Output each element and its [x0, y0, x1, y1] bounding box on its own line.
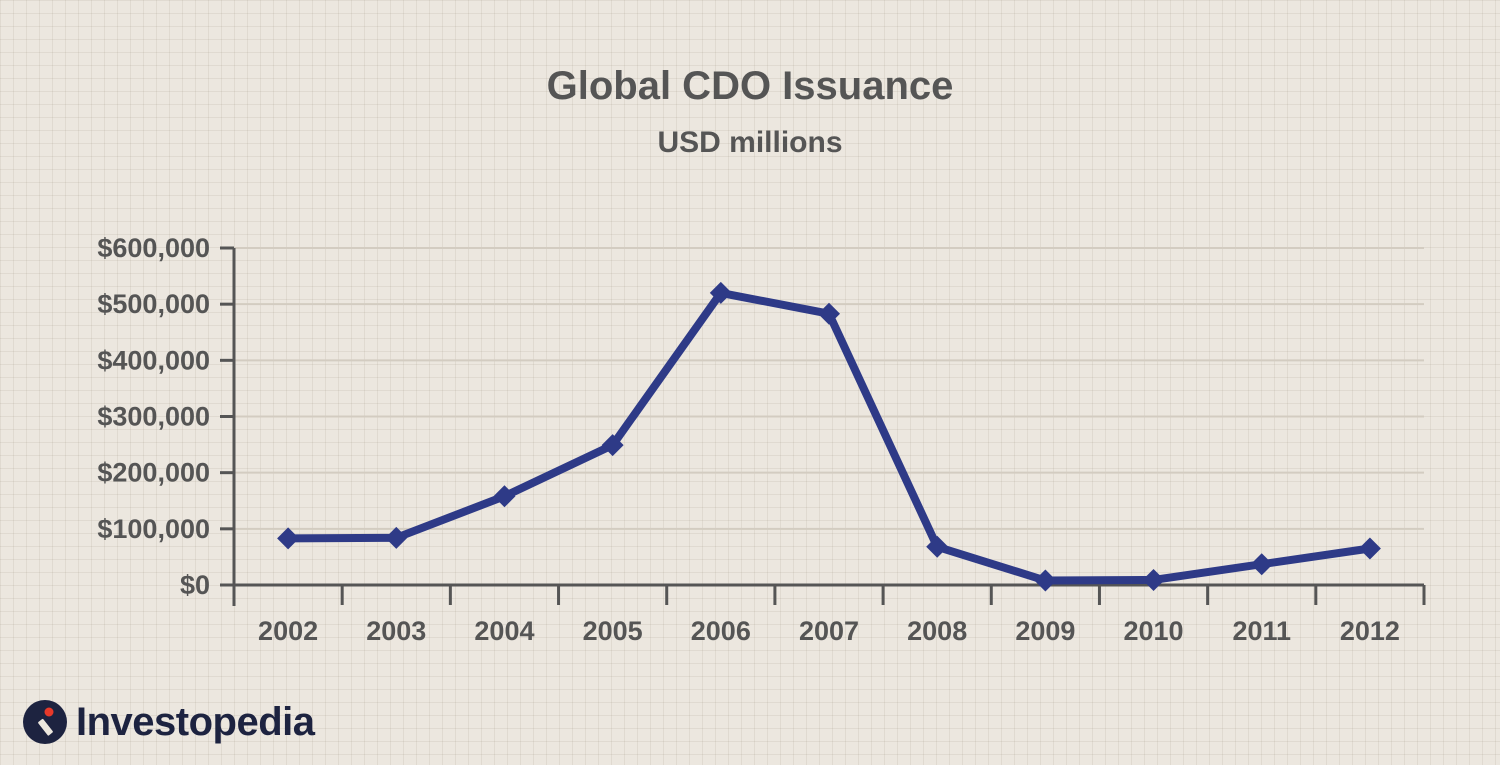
data-point-marker [1358, 537, 1381, 560]
chart-title: Global CDO Issuance [547, 64, 954, 108]
x-tick-label: 2012 [1340, 616, 1400, 646]
data-point-marker [601, 434, 624, 457]
data-point-marker [818, 302, 840, 325]
x-tick-label: 2011 [1232, 616, 1291, 646]
x-tick-label: 2004 [474, 616, 534, 646]
y-tick-label: $0 [180, 570, 210, 600]
x-tick-label: 2010 [1124, 616, 1184, 646]
x-tick-labels: 2002 2003 2004 2005 2006 2007 2008 2009 2010 2011… [258, 616, 1400, 646]
y-tick-labels: $0 $100,000 $200,000 $300,000 $400,000 $500,0… [97, 233, 210, 600]
x-tick-label: 2006 [691, 616, 751, 646]
y-tick-label: $200,000 [97, 458, 210, 488]
investopedia-logo: Investopedia [22, 694, 315, 750]
logo-wordmark: Investopedia [76, 699, 315, 744]
data-point-marker [1142, 568, 1165, 591]
investopedia-logo-icon [23, 700, 67, 744]
data-point-marker [1250, 553, 1273, 576]
data-point-marker [277, 527, 300, 550]
data-point-marker [926, 535, 949, 558]
y-tick-label: $500,000 [97, 289, 210, 319]
data-point-marker [493, 485, 516, 508]
series-line [284, 288, 1374, 585]
x-tick-label: 2008 [907, 616, 967, 646]
y-tick-label: $600,000 [97, 233, 210, 263]
x-tick-label: 2007 [799, 616, 859, 646]
y-tick-label: $400,000 [97, 345, 210, 375]
x-tick-label: 2002 [258, 616, 318, 646]
x-tick-label: 2005 [583, 616, 643, 646]
axes [220, 246, 1426, 606]
x-tick-label: 2009 [1015, 616, 1075, 646]
series-group [277, 281, 1381, 592]
data-point-marker [709, 281, 732, 304]
data-point-marker [385, 526, 408, 549]
data-point-marker [1034, 569, 1057, 592]
gridlines [234, 247, 1424, 530]
x-tick-label: 2003 [366, 616, 426, 646]
y-tick-label: $100,000 [97, 514, 210, 544]
y-tick-label: $300,000 [97, 402, 210, 432]
chart-subtitle: USD millions [657, 126, 842, 159]
